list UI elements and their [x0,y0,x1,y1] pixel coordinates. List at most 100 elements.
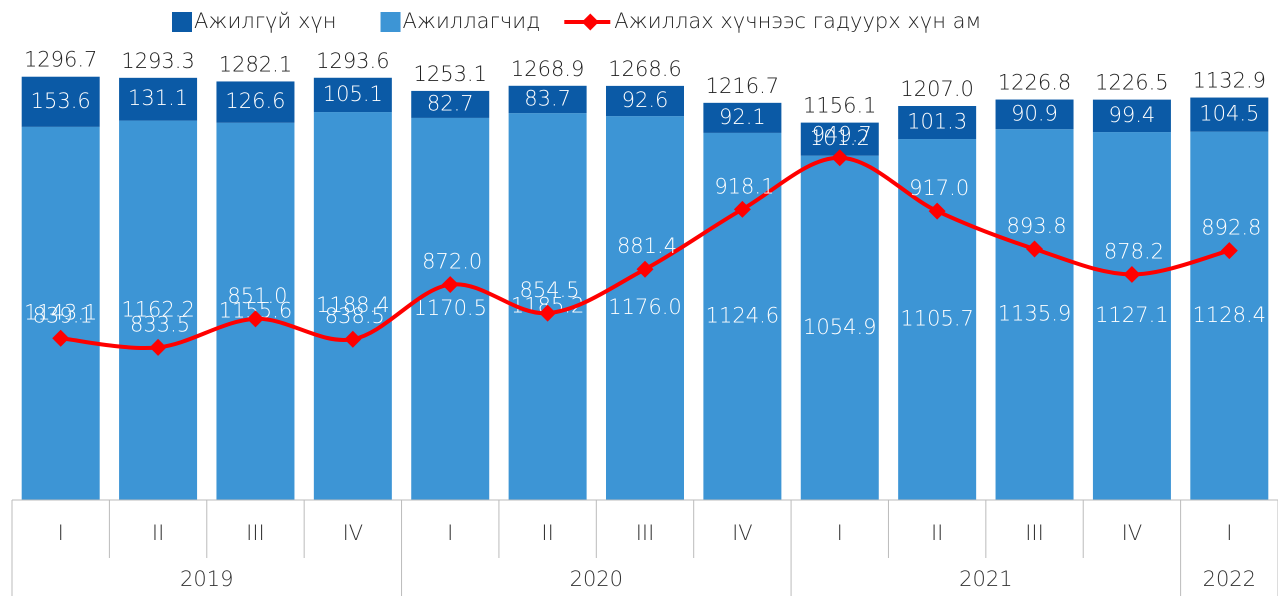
total-label: 1293.6 [316,49,389,73]
bar-value-label: 99.4 [1109,103,1156,127]
bar-segment [1190,97,1269,132]
bar-value-label: 1176.0 [608,295,681,319]
line-value-label: 918.1 [714,174,774,198]
bar-segment [216,81,295,123]
line-value-label: 892.8 [1201,216,1261,240]
x-tick-label: II [152,521,164,545]
line-marker [539,304,557,322]
x-group-label: 2019 [180,567,233,591]
line-marker [636,260,654,278]
line-marker [344,330,362,348]
bar-segment [21,76,100,127]
line-marker [733,200,751,218]
total-label: 1226.8 [998,71,1071,95]
line-value-label: 949.7 [812,123,872,147]
bar-segment [703,102,782,133]
legend-swatch [380,12,401,32]
line-value-label: 854.5 [520,278,580,302]
bar-value-label: 1135.9 [998,302,1071,326]
bar-segment [119,77,198,121]
legend-label: Ажиллагчид [403,9,541,33]
bar-value-label: 101.2 [810,126,870,150]
total-label: 1216.7 [706,74,779,98]
x-tick-label: I [58,521,64,545]
x-tick-label: II [931,521,943,545]
bar-value-label: 92.1 [719,105,766,129]
bar-value-label: 82.7 [427,91,474,115]
x-group-label: 2022 [1203,567,1256,591]
line-value-label: 839.1 [33,303,93,327]
x-tick-label: I [1226,521,1232,545]
line-marker [831,149,849,167]
total-label: 1132.9 [1193,69,1266,93]
bar-segment [411,117,490,501]
line-value-label: 878.2 [1104,239,1164,263]
legend-marker [581,13,599,31]
bar-value-label: 131.1 [128,86,188,110]
line-marker [246,310,264,328]
bar-value-label: 92.6 [622,88,669,112]
x-tick-label: III [636,521,655,545]
bar-value-label: 153.6 [31,89,91,113]
bar-segment [313,112,392,500]
x-tick-label: I [447,521,453,545]
x-tick-label: IV [1122,521,1143,545]
bar-segment [898,139,977,500]
x-group-label: 2020 [570,567,623,591]
legend-label: Ажиллах хүчнээс гадуурх хүн ам [614,9,981,33]
line-marker [928,202,946,220]
x-tick-label: IV [732,521,753,545]
total-label: 1268.6 [608,57,681,81]
x-tick-label: II [541,521,553,545]
bar-value-label: 1124.6 [706,303,779,327]
bar-segment [898,106,977,140]
x-tick-label: III [246,521,265,545]
bar-value-label: 1188.4 [316,293,389,317]
bar-segment [508,85,587,114]
total-label: 1253.1 [413,62,486,86]
bar-segment [1190,131,1269,500]
line-value-label: 893.8 [1006,214,1066,238]
line-value-label: 838.5 [325,304,385,328]
total-label: 1207.0 [900,77,973,101]
bar-value-label: 1128.4 [1193,303,1266,327]
total-label: 1156.1 [803,94,876,118]
legend-label: Ажилгүй хүн [194,9,337,33]
total-label: 1282.1 [219,52,292,76]
line-value-label: 881.4 [617,234,677,258]
line-marker [441,276,459,294]
bar-segment [1092,132,1171,501]
bar-value-label: 104.5 [1199,102,1259,126]
total-label: 1296.7 [24,48,97,72]
line-marker [149,338,167,356]
bar-segment [800,155,879,500]
bar-value-label: 1127.1 [1095,303,1168,327]
bar-value-label: 1105.7 [900,307,973,331]
bar-segment [995,129,1074,501]
total-label: 1293.3 [121,49,194,73]
bar-segment [313,77,392,113]
total-label: 1226.5 [1095,71,1168,95]
bar-segment [606,116,684,501]
bar-segment [21,126,100,500]
bar-value-label: 126.6 [225,89,285,113]
bar-segment [119,120,198,500]
x-tick-label: IV [343,521,364,545]
legend-swatch [172,12,192,32]
bar-segment [995,99,1074,130]
bar-value-label: 1054.9 [803,315,876,339]
x-group-label: 2021 [959,567,1012,591]
bar-segment [1092,99,1171,133]
line-value-label: 872.0 [422,250,482,274]
bar-value-label: 101.3 [907,110,967,134]
bar-value-label: 105.1 [323,82,383,106]
bar-segment [606,85,684,117]
line-value-label: 917.0 [909,176,969,200]
bar-segment [411,90,490,118]
bar-value-label: 1170.5 [413,296,486,320]
bar-value-label: 1143.1 [24,300,97,324]
line-value-label: 851.0 [227,284,287,308]
bar-value-label: 83.7 [524,86,571,110]
total-label: 1268.9 [511,57,584,81]
